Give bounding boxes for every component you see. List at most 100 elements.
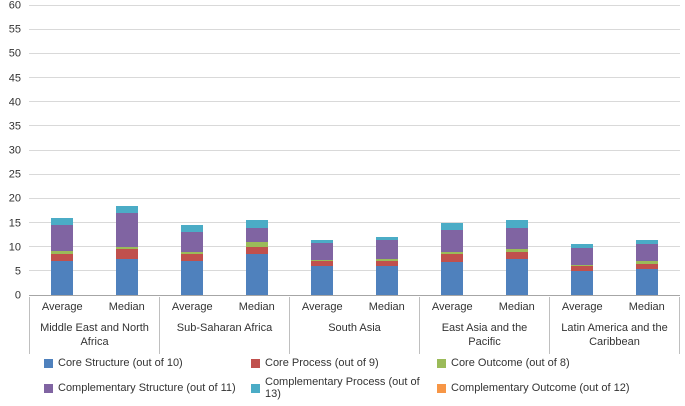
gridline — [29, 29, 680, 31]
gridline — [29, 149, 680, 151]
bar-segment — [636, 263, 659, 269]
stacked-bar — [376, 6, 399, 295]
legend-label: Complementary Outcome (out of 12) — [451, 382, 630, 394]
y-tick-label: 0 — [14, 289, 21, 302]
bar-segment — [310, 266, 333, 295]
bar-segment — [636, 239, 659, 245]
x-tick-label: Average — [301, 301, 343, 313]
bar-segment — [376, 258, 399, 262]
gridline — [29, 197, 680, 199]
bar-label-row: Average Median — [30, 297, 159, 313]
bar-groups — [29, 6, 680, 295]
legend-item: Core Outcome (out of 8) — [437, 357, 677, 369]
bar-slot — [224, 6, 289, 295]
bar-segment — [506, 258, 529, 295]
x-axis-group: Average Median Latin America and the Carib… — [550, 297, 680, 354]
bar-slot — [615, 6, 680, 295]
bar-segment — [441, 222, 464, 230]
bar-group — [289, 6, 419, 295]
x-tick-label: Median — [108, 301, 145, 313]
stacked-bar — [180, 6, 203, 295]
legend-marker-icon — [251, 383, 260, 393]
bar-segment — [310, 239, 333, 244]
bar-segment — [310, 261, 333, 267]
bar-segment — [50, 225, 73, 252]
stacked-bar — [115, 6, 138, 295]
bar-segment — [245, 254, 268, 295]
bar-segment — [376, 237, 399, 240]
legend: Core Structure (out of 10) Core Process (… — [44, 357, 677, 400]
bar-segment — [115, 213, 138, 247]
bar-group — [29, 6, 159, 295]
bar-segment — [506, 227, 529, 250]
bar-segment — [310, 243, 333, 260]
y-tick-label: 40 — [8, 96, 21, 109]
legend-label: Complementary Structure (out of 11) — [58, 382, 236, 394]
y-tick-label: 5 — [14, 265, 21, 278]
x-tick-label: Median — [238, 301, 275, 313]
bar-segment — [571, 266, 594, 271]
y-tick-label: 55 — [8, 23, 21, 36]
x-tick-label: Average — [561, 301, 603, 313]
y-tick-label: 15 — [8, 217, 21, 229]
bar-segment — [180, 254, 203, 262]
legend-label: Core Process (out of 9) — [265, 357, 379, 369]
stacked-bar — [441, 6, 464, 295]
bar-segment — [50, 251, 73, 254]
legend-label: Core Structure (out of 10) — [58, 357, 183, 369]
bar-segment — [180, 261, 203, 295]
y-axis: 0 5 10 15 20 25 30 35 40 45 50 55 60 — [0, 0, 26, 301]
x-axis-group: Average Median Middle East and North Afric… — [29, 297, 160, 354]
x-tick-label: Average — [431, 301, 473, 313]
bar-segment — [441, 262, 464, 295]
bar-segment — [441, 251, 464, 255]
bar-slot — [485, 6, 550, 295]
bar-group — [159, 6, 289, 295]
gridline — [29, 173, 680, 175]
bar-segment — [636, 244, 659, 262]
legend-item: Core Process (out of 9) — [251, 357, 437, 369]
bar-segment — [376, 261, 399, 267]
y-tick-label: 10 — [8, 241, 21, 254]
legend-item: Core Structure (out of 10) — [44, 357, 251, 369]
bar-segment — [50, 217, 73, 226]
legend-marker-icon — [437, 383, 446, 393]
gridline — [29, 245, 680, 247]
stacked-bar — [310, 6, 333, 295]
gridline — [29, 101, 680, 103]
gridline — [29, 221, 680, 223]
bar-segment — [180, 232, 203, 252]
bar-segment — [180, 251, 203, 255]
region-label: East Asia and the Pacific — [441, 322, 528, 349]
gridline — [29, 269, 680, 271]
bar-segment — [50, 261, 73, 295]
bar-segment — [245, 246, 268, 255]
bar-segment — [441, 254, 464, 263]
bar-segment — [310, 259, 333, 262]
bar-segment — [376, 239, 399, 259]
bar-segment — [571, 264, 594, 267]
bar-label-row: Average Median — [160, 297, 289, 313]
y-tick-label: 25 — [8, 168, 21, 181]
gridline — [29, 53, 680, 55]
plot-wrap: 0 5 10 15 20 25 30 35 40 45 50 55 60 — [0, 0, 680, 301]
gridline — [29, 77, 680, 79]
x-axis-group: Average Median Sub-Saharan Africa — [160, 297, 290, 354]
legend-marker-icon — [437, 358, 446, 368]
legend-item: Complementary Process (out of 13) — [251, 376, 437, 400]
bar-segment — [115, 249, 138, 259]
bar-segment — [636, 268, 659, 295]
y-tick-label: 20 — [8, 192, 21, 205]
region-label: Latin America and the Caribbean — [561, 322, 668, 349]
bar-segment — [50, 253, 73, 262]
legend-marker-icon — [251, 358, 260, 368]
x-tick-label: Average — [41, 301, 83, 313]
stacked-bar — [506, 6, 529, 295]
legend-marker-icon — [44, 358, 53, 368]
legend-item: Complementary Outcome (out of 12) — [437, 376, 677, 400]
bar-segment — [441, 229, 464, 252]
bar-slot — [355, 6, 420, 295]
legend-item: Complementary Structure (out of 11) — [44, 376, 251, 400]
legend-marker-icon — [44, 383, 53, 393]
x-tick-label: Median — [628, 301, 665, 313]
